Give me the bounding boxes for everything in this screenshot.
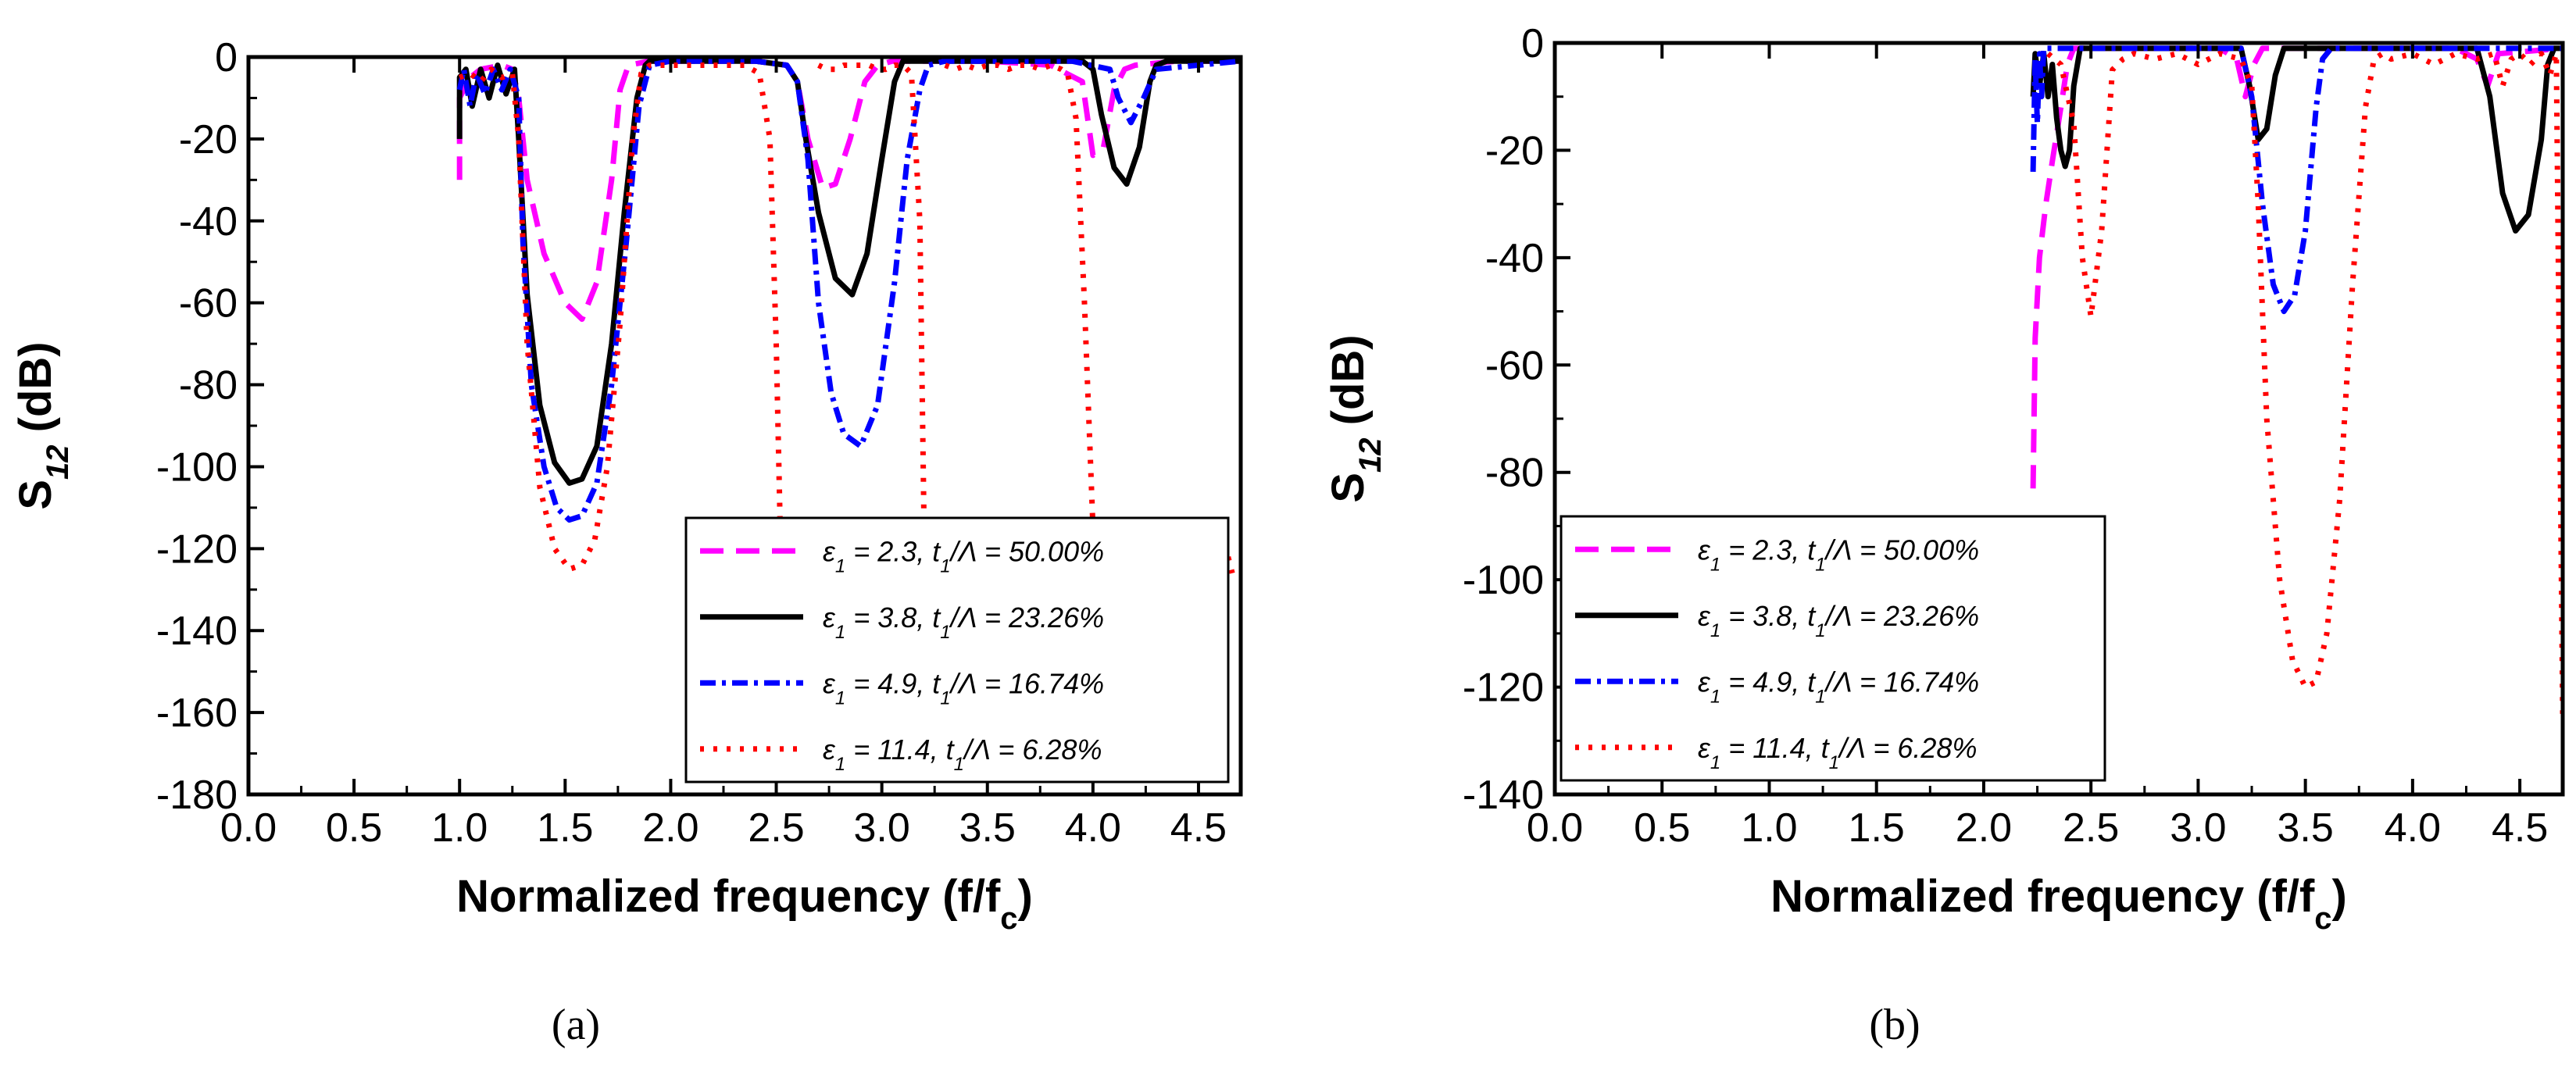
legend-label-1: ε1 = 2.3, t1/Λ = 50.00%: [1698, 534, 1979, 575]
panel-caption: (b): [1869, 1001, 1920, 1049]
x-tick-label: 2.0: [642, 805, 698, 851]
series-line-2: [2030, 45, 2563, 234]
legend-label-4: ε1 = 11.4, t1/Λ = 6.28%: [823, 734, 1102, 775]
plot-area: [456, 58, 1241, 598]
y-tick-label: -80: [1485, 451, 1544, 496]
y-tick-label: -140: [156, 609, 238, 654]
legend-label-1: ε1 = 2.3, t1/Λ = 50.00%: [823, 535, 1104, 576]
x-tick-label: 3.0: [853, 805, 909, 851]
legend-box: [684, 516, 1230, 784]
y-tick-label: 0: [1521, 21, 1544, 66]
y-tick-label: -60: [1485, 343, 1544, 388]
panel-caption: (a): [552, 1001, 600, 1049]
x-axis-title: Normalized frequency (f/fc): [456, 871, 1033, 936]
y-tick-label: -120: [156, 527, 238, 572]
x-tick-label: 0.5: [326, 805, 382, 851]
legend: ε1 = 2.3, t1/Λ = 50.00% ε1 = 3.8, t1/Λ = …: [1560, 515, 2106, 782]
x-axis-title: Normalized frequency (f/fc): [1770, 871, 2347, 936]
x-tick-label: 1.5: [1849, 805, 1905, 851]
x-tick-label: 0.5: [1634, 805, 1690, 851]
legend-box: [1560, 515, 2106, 782]
y-tick-label: -100: [156, 444, 238, 490]
series-line-1: [2030, 45, 2563, 489]
chart-panel-b: 0.0 0.5 1.0 1.5 2.0 2.5 3.0 3.5 4.0 4.5 0 -20 -40 -60…: [1323, 21, 2565, 1049]
x-tick-label: 4.5: [2492, 805, 2548, 851]
y-tick-label: -40: [1485, 236, 1544, 281]
series-line-2: [456, 58, 1241, 486]
x-tick-label: 0.0: [220, 805, 277, 851]
y-tick-label: -180: [156, 773, 238, 818]
y-tick-label: -140: [1463, 773, 1544, 818]
x-tick-label: 4.5: [1170, 805, 1227, 851]
legend-label-4: ε1 = 11.4, t1/Λ = 6.28%: [1698, 732, 1977, 773]
y-tick-label: -60: [179, 281, 238, 327]
x-tick-label: 1.0: [1741, 805, 1797, 851]
x-tick-label: 2.5: [2063, 805, 2119, 851]
legend-label-3: ε1 = 4.9, t1/Λ = 16.74%: [1698, 666, 1979, 707]
x-tick-label: 0.0: [1527, 805, 1583, 851]
x-tick-label: 2.0: [1956, 805, 2012, 851]
y-tick-label: -100: [1463, 558, 1544, 603]
y-tick-label: 0: [215, 35, 238, 80]
plot-area: [2030, 45, 2563, 714]
x-tick-label: 1.0: [431, 805, 488, 851]
series-line-4-part2: [944, 62, 1102, 598]
x-tick-label: 1.5: [537, 805, 593, 851]
x-tick-label: 3.0: [2170, 805, 2226, 851]
series-line-4: [458, 62, 784, 573]
y-tick-label: -160: [156, 691, 238, 736]
y-tick-label: -120: [1463, 666, 1544, 711]
chart-panel-a: 0.0 0.5 1.0 1.5 2.0 2.5 3.0 3.5 4.0 4.5 0 -20 -40 -60…: [10, 35, 1243, 1049]
x-tick-label: 4.0: [1065, 805, 1121, 851]
legend-label-2: ε1 = 3.8, t1/Λ = 23.26%: [823, 601, 1104, 643]
legend: ε1 = 2.3, t1/Λ = 50.00% ε1 = 3.8, t1/Λ = …: [684, 516, 1230, 784]
y-axis-title: S12 (dB): [1323, 334, 1388, 502]
series-line-1: [456, 58, 1241, 323]
x-tick-label: 3.5: [2277, 805, 2333, 851]
series-line-4: [2046, 51, 2563, 714]
y-tick-label: -40: [179, 199, 238, 245]
legend-label-3: ε1 = 4.9, t1/Λ = 16.74%: [823, 667, 1104, 709]
x-tick-label: 2.5: [748, 805, 804, 851]
y-tick-label: -80: [179, 363, 238, 409]
legend-label-2: ε1 = 3.8, t1/Λ = 23.26%: [1698, 600, 1979, 641]
x-tick-label: 3.5: [959, 805, 1016, 851]
series-line-3: [2030, 45, 2563, 315]
y-tick-label: -20: [179, 117, 238, 162]
series-line-3: [456, 58, 1241, 523]
y-tick-label: -20: [1485, 128, 1544, 173]
x-tick-label: 4.0: [2385, 805, 2441, 851]
y-axis-title: S12 (dB): [10, 341, 75, 509]
series-line-4-part1: [817, 62, 927, 529]
